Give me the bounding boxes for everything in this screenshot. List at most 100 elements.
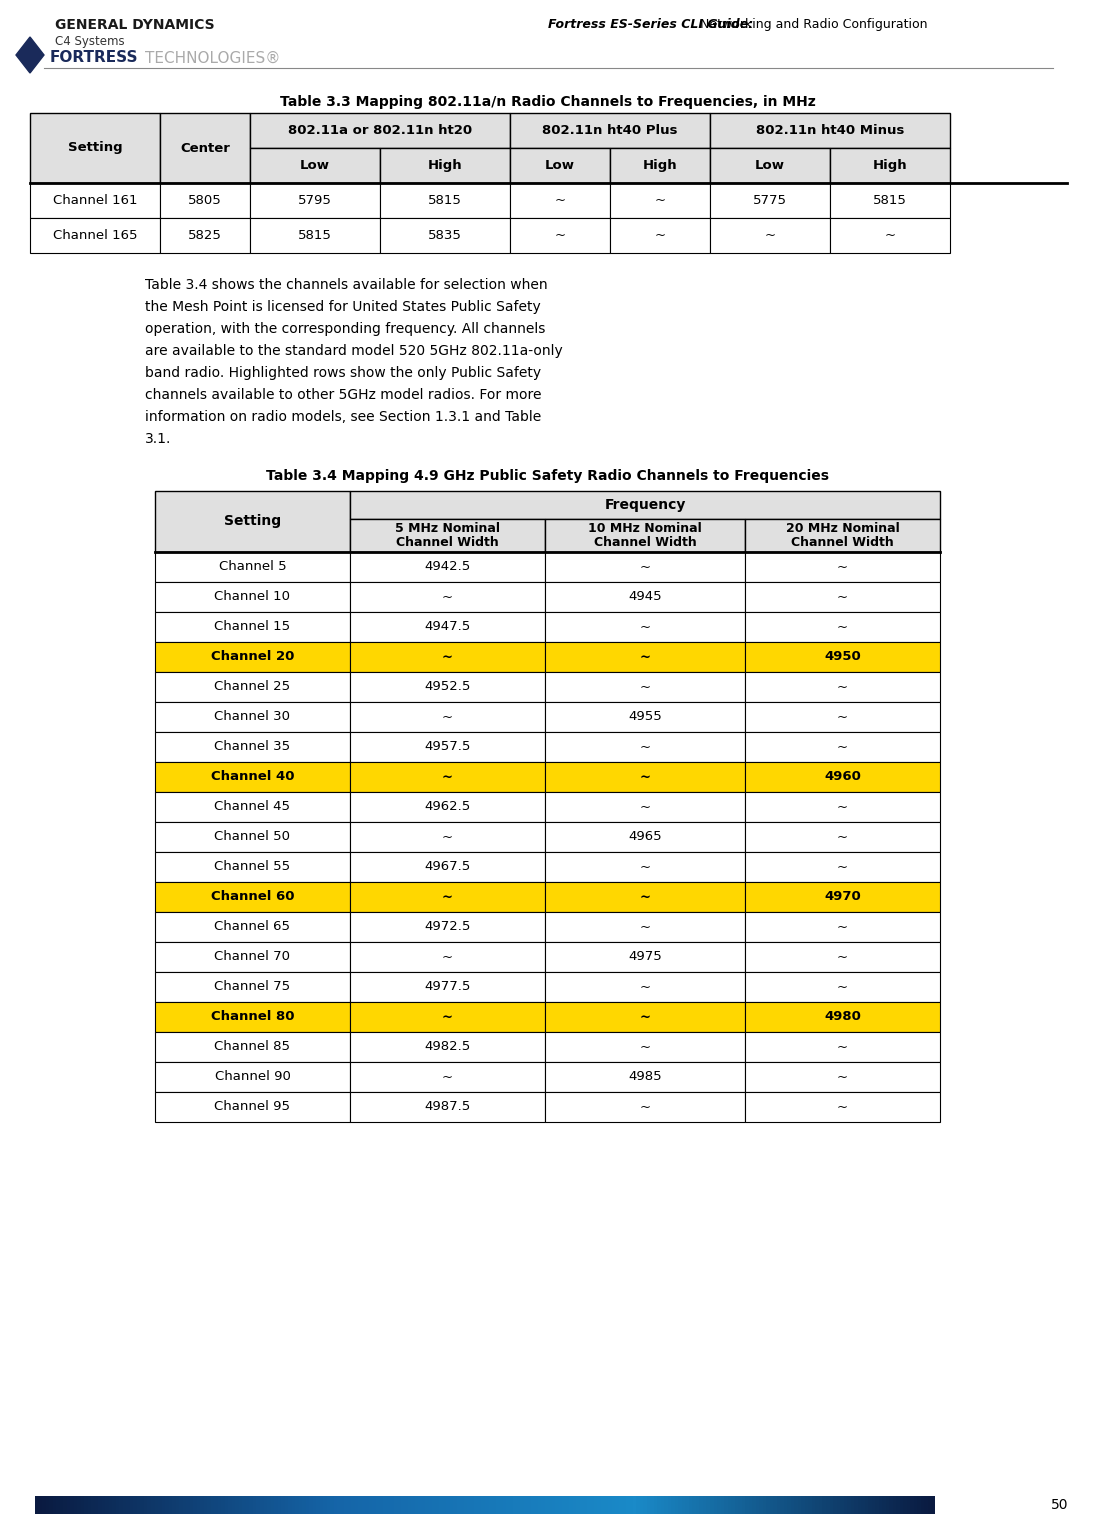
Text: Channel 80: Channel 80	[211, 1010, 294, 1024]
Bar	[745, 942, 940, 972]
Text: ~: ~	[837, 920, 848, 934]
Text: ~: ~	[640, 740, 651, 754]
Text: Table 3.4 shows the channels available for selection when: Table 3.4 shows the channels available f…	[145, 278, 547, 291]
Bar	[745, 823, 940, 852]
Bar	[745, 1062, 940, 1093]
Text: ~: ~	[554, 229, 566, 243]
Bar	[155, 491, 350, 552]
Bar	[155, 581, 350, 612]
Text: 5835: 5835	[428, 229, 462, 243]
Text: Channel 15: Channel 15	[214, 621, 291, 633]
Bar	[155, 942, 350, 972]
Text: 4950: 4950	[824, 650, 861, 664]
Text: ~: ~	[640, 650, 651, 664]
Bar	[545, 823, 745, 852]
Text: ~: ~	[837, 740, 848, 754]
Bar	[745, 552, 940, 581]
Bar	[545, 1003, 745, 1032]
Bar	[610, 148, 710, 183]
Text: ~: ~	[837, 621, 848, 633]
Text: Channel 45: Channel 45	[215, 801, 291, 813]
Text: 5815: 5815	[298, 229, 332, 243]
Text: 4957.5: 4957.5	[425, 740, 471, 754]
Bar	[745, 702, 940, 732]
Text: Networking and Radio Configuration: Networking and Radio Configuration	[695, 18, 927, 31]
Text: Table 3.4 Mapping 4.9 GHz Public Safety Radio Channels to Frequencies: Table 3.4 Mapping 4.9 GHz Public Safety …	[267, 468, 829, 484]
Bar	[545, 761, 745, 792]
Text: ~: ~	[442, 951, 453, 963]
Text: ~: ~	[640, 560, 651, 574]
Bar	[160, 113, 250, 183]
Bar	[710, 148, 830, 183]
Text: information on radio models, see Section 1.3.1 and Table: information on radio models, see Section…	[145, 410, 541, 424]
Text: ~: ~	[442, 830, 453, 844]
Text: Channel 95: Channel 95	[215, 1100, 291, 1114]
Bar	[350, 1003, 545, 1032]
Bar	[510, 218, 610, 253]
Text: ~: ~	[837, 1041, 848, 1053]
Bar	[710, 113, 950, 148]
Bar	[610, 183, 710, 218]
Text: ~: ~	[640, 621, 651, 633]
Bar	[545, 1032, 745, 1062]
Bar	[30, 218, 160, 253]
Text: 3.1.: 3.1.	[145, 432, 171, 446]
Bar	[155, 913, 350, 942]
Bar	[830, 218, 950, 253]
Bar	[380, 148, 510, 183]
Bar	[545, 612, 745, 642]
Text: Fortress ES-Series CLI Guide:: Fortress ES-Series CLI Guide:	[548, 18, 754, 31]
Text: ~: ~	[442, 650, 453, 664]
Text: channels available to other 5GHz model radios. For more: channels available to other 5GHz model r…	[145, 388, 542, 401]
Text: ~: ~	[837, 681, 848, 693]
Text: 50: 50	[1051, 1499, 1068, 1512]
Text: 4947.5: 4947.5	[425, 621, 471, 633]
Bar	[155, 882, 350, 913]
Text: Channel 85: Channel 85	[215, 1041, 291, 1053]
Bar	[745, 1003, 940, 1032]
Text: 4975: 4975	[629, 951, 661, 963]
Text: 802.11a or 802.11n ht20: 802.11a or 802.11n ht20	[287, 124, 472, 137]
Text: 5805: 5805	[188, 194, 222, 208]
Bar	[545, 913, 745, 942]
Bar	[710, 183, 830, 218]
Bar	[350, 491, 940, 519]
Text: C4 Systems: C4 Systems	[55, 35, 125, 47]
Text: 4955: 4955	[629, 711, 661, 723]
Text: Low: Low	[299, 159, 330, 172]
Bar	[710, 218, 830, 253]
Bar	[380, 218, 510, 253]
Text: 4987.5: 4987.5	[425, 1100, 471, 1114]
Bar	[830, 183, 950, 218]
Text: 5795: 5795	[298, 194, 332, 208]
Text: ~: ~	[442, 711, 453, 723]
Bar	[350, 581, 545, 612]
Bar	[545, 519, 745, 552]
Bar	[745, 1032, 940, 1062]
Text: ~: ~	[655, 194, 666, 208]
Bar	[250, 183, 380, 218]
Bar	[745, 852, 940, 882]
Text: ~: ~	[640, 1100, 651, 1114]
Text: 802.11n ht40 Plus: 802.11n ht40 Plus	[542, 124, 678, 137]
Text: ~: ~	[837, 1100, 848, 1114]
Bar	[155, 671, 350, 702]
Bar	[745, 792, 940, 823]
Text: 4960: 4960	[824, 771, 861, 783]
Bar	[155, 1062, 350, 1093]
Bar	[350, 792, 545, 823]
Text: Setting: Setting	[224, 514, 281, 528]
Text: the Mesh Point is licensed for United States Public Safety: the Mesh Point is licensed for United St…	[145, 301, 541, 314]
Text: ~: ~	[837, 981, 848, 993]
Text: 4982.5: 4982.5	[425, 1041, 471, 1053]
Text: ~: ~	[837, 1071, 848, 1083]
Text: operation, with the corresponding frequency. All channels: operation, with the corresponding freque…	[145, 322, 545, 336]
Bar	[380, 183, 510, 218]
Bar	[30, 113, 160, 183]
Text: Channel 55: Channel 55	[214, 861, 291, 873]
Bar	[350, 612, 545, 642]
Text: ~: ~	[640, 981, 651, 993]
Text: ~: ~	[837, 801, 848, 813]
Bar	[510, 183, 610, 218]
Text: ~: ~	[837, 560, 848, 574]
